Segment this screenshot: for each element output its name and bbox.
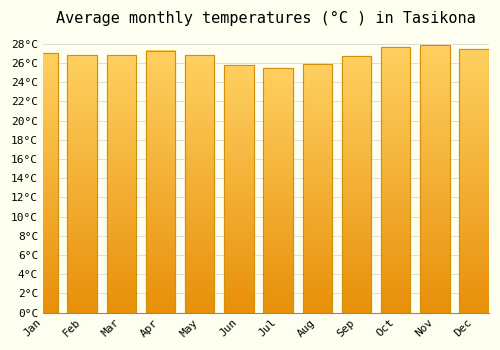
Bar [28,54,58,313]
Bar [302,64,332,313]
Bar [106,55,136,313]
Bar [264,68,293,313]
Bar [68,55,97,313]
Bar [185,55,214,313]
Bar [342,56,372,313]
Bar [420,45,450,313]
Bar [28,54,58,313]
Bar [224,65,254,313]
Bar [146,50,176,313]
Bar [224,65,254,313]
Bar [342,56,372,313]
Bar [381,47,410,313]
Title: Average monthly temperatures (°C ) in Tasikona: Average monthly temperatures (°C ) in Ta… [56,11,476,26]
Bar [146,50,176,313]
Bar [302,64,332,313]
Bar [185,55,214,313]
Bar [68,55,97,313]
Bar [264,68,293,313]
Bar [460,49,489,313]
Bar [460,49,489,313]
Bar [381,47,410,313]
Bar [420,45,450,313]
Bar [106,55,136,313]
